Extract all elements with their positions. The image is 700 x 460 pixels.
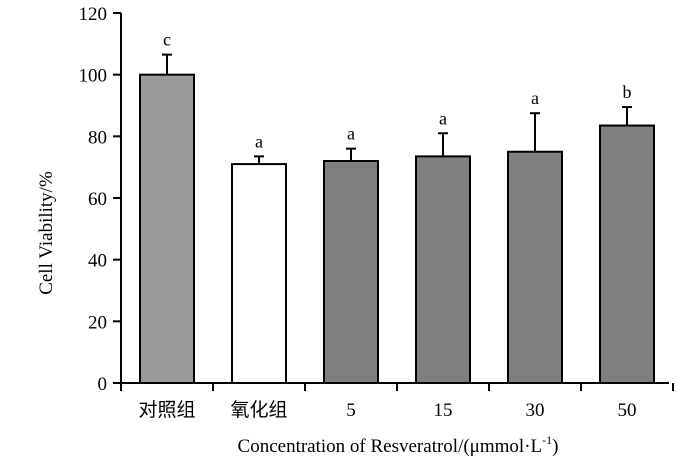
x-tick-label: 30 bbox=[526, 400, 545, 421]
bar bbox=[231, 163, 287, 384]
y-tick-label: 100 bbox=[79, 66, 108, 87]
x-axis-title-end: ) bbox=[552, 436, 558, 457]
y-axis-title: Cell Viability/% bbox=[36, 171, 57, 295]
significance-letter: a bbox=[255, 131, 263, 151]
x-axis-title-main: Concentration of Resveratrol/(μmmol·L bbox=[238, 436, 543, 457]
x-axis-title-superscript: -1 bbox=[542, 433, 552, 447]
significance-letter: c bbox=[163, 30, 171, 50]
significance-letter: b bbox=[623, 82, 632, 102]
bar bbox=[507, 150, 563, 384]
bar bbox=[139, 73, 195, 385]
significance-letter: a bbox=[347, 124, 355, 144]
x-axis-title: Concentration of Resveratrol/(μmmol·L-1) bbox=[238, 433, 559, 457]
bar bbox=[599, 124, 655, 385]
bar bbox=[323, 160, 379, 384]
bars bbox=[139, 73, 655, 385]
x-tick-label: 50 bbox=[618, 400, 637, 421]
significance-letter: a bbox=[531, 88, 539, 108]
x-axis: 对照组 氧化组 5 15 30 50 bbox=[120, 382, 674, 421]
error-bars bbox=[162, 53, 632, 165]
y-tick-label: 120 bbox=[79, 4, 108, 25]
y-tick-label: 60 bbox=[88, 189, 107, 210]
y-axis: 0 20 40 60 80 100 120 bbox=[79, 4, 122, 395]
significance-labels: c a a a a b bbox=[163, 30, 632, 152]
bar bbox=[415, 155, 471, 384]
x-tick-label: 氧化组 bbox=[230, 399, 287, 421]
y-tick-label: 40 bbox=[88, 251, 107, 272]
y-tick-label: 80 bbox=[88, 127, 107, 148]
y-tick-label: 20 bbox=[88, 312, 107, 333]
significance-letter: a bbox=[439, 108, 447, 128]
y-tick-label: 0 bbox=[98, 374, 108, 395]
x-tick-label: 5 bbox=[346, 400, 356, 421]
x-tick-label: 15 bbox=[434, 400, 453, 421]
x-tick-label: 对照组 bbox=[138, 399, 195, 421]
